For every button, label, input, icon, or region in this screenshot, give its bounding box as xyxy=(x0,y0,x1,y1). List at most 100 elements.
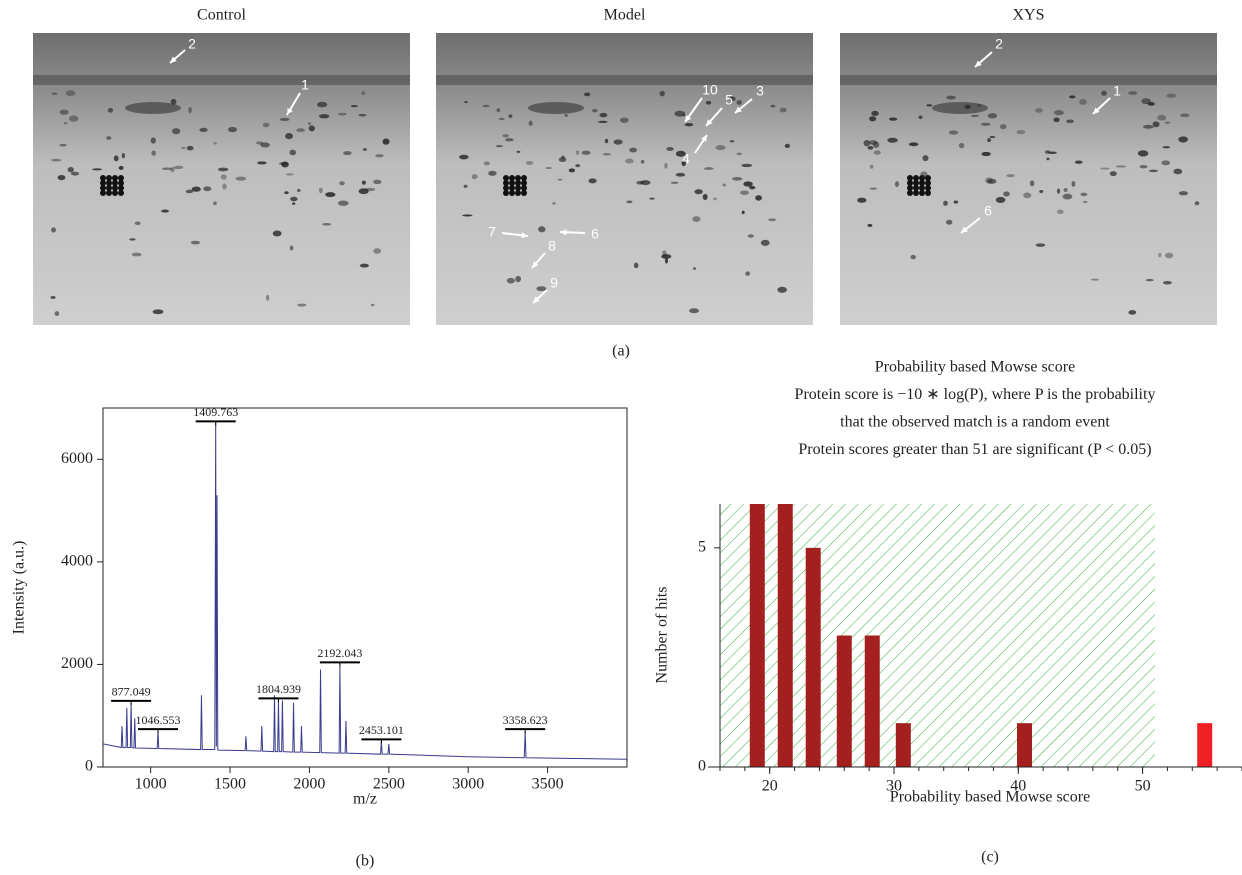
panel-caption: (a) xyxy=(612,343,630,360)
gel-spot xyxy=(598,120,608,123)
gel-spot xyxy=(502,134,509,138)
gel-spot xyxy=(1101,90,1107,96)
gel-spot xyxy=(552,202,556,205)
gel-spot xyxy=(999,124,1007,130)
gel-spot xyxy=(257,161,267,165)
gel-spot xyxy=(1080,192,1088,197)
gel-spot xyxy=(970,114,979,118)
gel-spot xyxy=(693,267,697,270)
gel-spot xyxy=(100,190,106,196)
gel-spot xyxy=(284,191,289,195)
gel-spot xyxy=(506,277,516,284)
gel-spot xyxy=(926,104,933,107)
gel-spot xyxy=(488,170,497,176)
gel-spot xyxy=(777,286,787,293)
gel-spot xyxy=(1128,91,1138,95)
gel-spot xyxy=(1109,171,1117,177)
gel-spot xyxy=(662,250,667,257)
bar xyxy=(777,504,793,767)
gel-spot xyxy=(872,141,880,148)
gel-spot xyxy=(118,185,124,191)
gel-spot xyxy=(732,176,743,181)
gel-spot xyxy=(65,90,76,97)
gel-spot xyxy=(925,190,931,196)
gel-spot xyxy=(604,138,609,144)
gel-spot xyxy=(106,175,112,181)
peak-label: 1804.939 xyxy=(256,682,301,696)
gel-spot xyxy=(913,180,919,186)
gel-spot xyxy=(375,154,384,158)
gel-spot xyxy=(118,190,124,196)
gel-spot xyxy=(50,295,56,299)
arrow-label: 10 xyxy=(702,82,718,98)
gel-spot xyxy=(987,178,997,184)
arrow-head xyxy=(975,60,982,67)
gel-spot xyxy=(496,108,501,113)
gel-spot xyxy=(525,160,534,165)
arrow-label: 6 xyxy=(984,203,992,219)
gel-spot xyxy=(260,142,270,148)
gel-spot xyxy=(749,185,756,190)
gel-spot xyxy=(664,162,668,169)
gel-spot xyxy=(382,138,390,145)
gel-spot xyxy=(51,227,56,233)
gel-spot xyxy=(1046,157,1050,161)
gel-spot xyxy=(515,275,521,283)
panel-caption: (b) xyxy=(356,853,375,870)
gel-spot xyxy=(515,190,521,196)
gel-spot xyxy=(285,132,293,140)
x-tick-label: 20 xyxy=(762,778,778,795)
gel-spot xyxy=(869,116,877,122)
gel-spot xyxy=(1164,252,1174,259)
gel-spot xyxy=(1082,200,1088,203)
gel-spot xyxy=(107,107,114,113)
gel-spot xyxy=(521,180,527,186)
plot-frame xyxy=(102,407,628,768)
gel-spot xyxy=(50,158,62,162)
peak-label: 3358.623 xyxy=(503,713,548,727)
gel-spot xyxy=(503,180,509,186)
gel-spot xyxy=(509,180,515,186)
gel-spot xyxy=(290,196,298,202)
gel-spot xyxy=(373,179,382,185)
gel-spot xyxy=(907,175,913,181)
arrow-head xyxy=(685,115,692,122)
gel-spot xyxy=(920,171,928,178)
spectrum-line xyxy=(102,423,628,760)
gel-spot xyxy=(713,197,717,201)
gel-spot xyxy=(1003,191,1010,197)
gel-spot xyxy=(867,223,873,227)
gel-spot xyxy=(684,122,694,127)
gel-spot xyxy=(59,143,67,147)
gel-spot xyxy=(629,147,637,153)
gel-spot xyxy=(715,145,726,151)
gel-spot xyxy=(1053,110,1064,116)
gel-spot xyxy=(462,214,473,217)
gel-image xyxy=(436,33,813,325)
arrow-label: 3 xyxy=(756,83,764,99)
gel-spot xyxy=(213,201,217,206)
gel-spot xyxy=(779,107,787,113)
gel-spot xyxy=(113,155,119,162)
y-tick-label: 0 xyxy=(85,758,93,775)
gel-spot xyxy=(112,185,118,191)
gel-spot xyxy=(907,190,913,196)
gel-spot xyxy=(745,271,750,276)
gel-spot xyxy=(318,187,323,194)
gel-spot xyxy=(505,138,514,142)
chart-title: Protein score is −10 ∗ log(P), where P i… xyxy=(795,386,1156,403)
chart-title: that the observed match is a random even… xyxy=(840,414,1110,431)
gel-spot xyxy=(907,180,913,186)
gel-spot xyxy=(869,187,878,190)
x-tick-label: 2500 xyxy=(373,776,405,793)
gel-spot xyxy=(100,185,106,191)
gel-spot xyxy=(670,181,679,184)
gel-spot xyxy=(343,151,352,156)
gel-spot xyxy=(285,173,294,176)
gel-spot xyxy=(913,175,919,181)
y-tick-label: 0 xyxy=(698,758,706,775)
gel-spot xyxy=(692,216,701,223)
gel-spot xyxy=(307,122,312,126)
gel-spot xyxy=(705,100,712,105)
gel-spot xyxy=(1137,150,1149,157)
